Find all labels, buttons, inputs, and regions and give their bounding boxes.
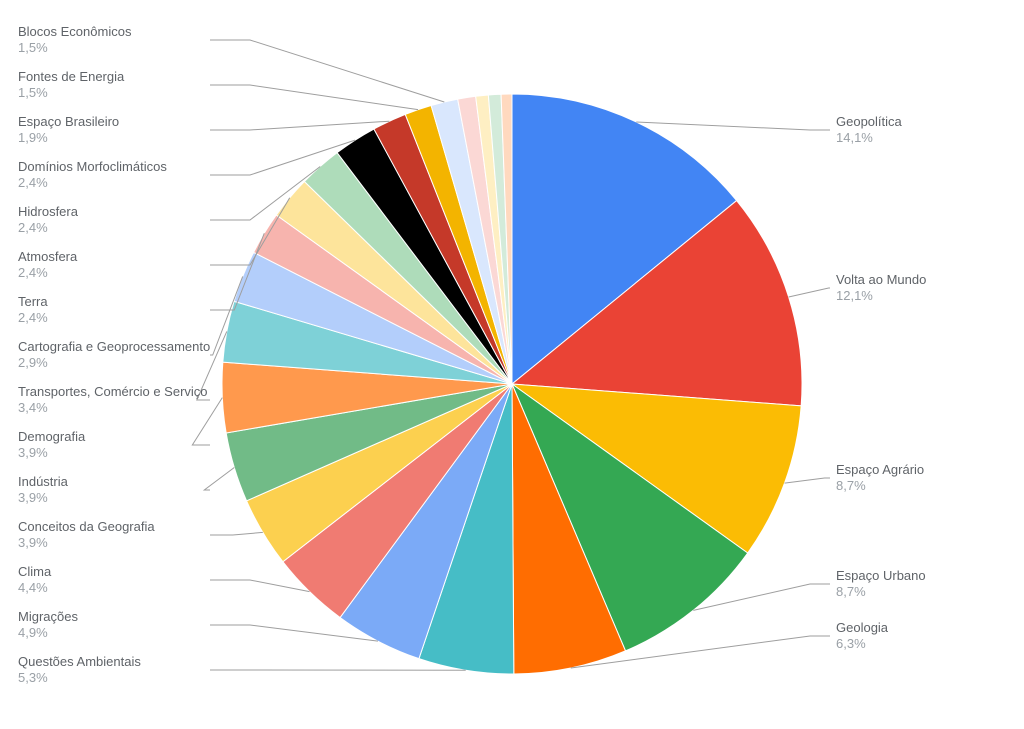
pie-chart: Geopolítica14,1% Volta ao Mundo12,1% Espaç… <box>0 0 1024 729</box>
label-pct: 3,4% <box>18 400 48 415</box>
chart-label: Terra2,4% <box>18 294 48 325</box>
leader-line <box>210 121 389 130</box>
label-name: Cartografia e Geoprocessamento <box>18 339 210 354</box>
chart-label: Volta ao Mundo12,1% <box>836 272 926 303</box>
leader-line <box>192 398 222 445</box>
label-pct: 12,1% <box>836 288 873 303</box>
chart-label: Transportes, Comércio e Serviço3,4% <box>18 384 208 415</box>
label-pct: 3,9% <box>18 535 48 550</box>
chart-label: Conceitos da Geografia3,9% <box>18 519 155 550</box>
label-pct: 14,1% <box>836 130 873 145</box>
leader-line <box>210 532 263 535</box>
chart-label: Cartografia e Geoprocessamento2,9% <box>18 339 210 370</box>
chart-label: Espaço Brasileiro1,9% <box>18 114 119 145</box>
label-pct: 5,3% <box>18 670 48 685</box>
chart-label: Espaço Urbano8,7% <box>836 568 926 599</box>
label-pct: 3,9% <box>18 445 48 460</box>
chart-label: Atmosfera2,4% <box>18 249 78 280</box>
leader-line <box>789 288 830 297</box>
label-name: Volta ao Mundo <box>836 272 926 287</box>
label-pct: 4,4% <box>18 580 48 595</box>
leader-line <box>210 40 444 102</box>
chart-label: Clima4,4% <box>18 564 52 595</box>
label-name: Fontes de Energia <box>18 69 125 84</box>
label-name: Demografia <box>18 429 86 444</box>
label-name: Conceitos da Geografia <box>18 519 155 534</box>
chart-label: Geopolítica14,1% <box>836 114 903 145</box>
label-name: Migrações <box>18 609 78 624</box>
chart-label: Fontes de Energia1,5% <box>18 69 125 100</box>
label-name: Blocos Econômicos <box>18 24 132 39</box>
label-name: Atmosfera <box>18 249 78 264</box>
label-pct: 2,4% <box>18 310 48 325</box>
label-pct: 1,5% <box>18 85 48 100</box>
label-name: Clima <box>18 564 52 579</box>
label-pct: 4,9% <box>18 625 48 640</box>
chart-label: Migrações4,9% <box>18 609 78 640</box>
label-name: Transportes, Comércio e Serviço <box>18 384 208 399</box>
label-pct: 1,5% <box>18 40 48 55</box>
leader-line <box>636 122 830 130</box>
label-pct: 2,4% <box>18 265 48 280</box>
chart-label: Espaço Agrário8,7% <box>836 462 924 493</box>
leader-line <box>785 478 830 483</box>
chart-label: Indústria3,9% <box>18 474 69 505</box>
label-pct: 3,9% <box>18 490 48 505</box>
label-name: Espaço Agrário <box>836 462 924 477</box>
label-pct: 8,7% <box>836 478 866 493</box>
label-name: Domínios Morfoclimáticos <box>18 159 167 174</box>
label-pct: 2,9% <box>18 355 48 370</box>
label-pct: 2,4% <box>18 175 48 190</box>
chart-label: Blocos Econômicos1,5% <box>18 24 132 55</box>
label-pct: 6,3% <box>836 636 866 651</box>
chart-label: Domínios Morfoclimáticos2,4% <box>18 159 167 190</box>
leader-line <box>204 468 234 490</box>
chart-label: Geologia6,3% <box>836 620 889 651</box>
label-name: Hidrosfera <box>18 204 79 219</box>
leader-line <box>210 580 310 592</box>
label-name: Indústria <box>18 474 69 489</box>
label-name: Questões Ambientais <box>18 654 141 669</box>
label-name: Geopolítica <box>836 114 903 129</box>
chart-label: Hidrosfera2,4% <box>18 204 79 235</box>
label-pct: 1,9% <box>18 130 48 145</box>
label-pct: 8,7% <box>836 584 866 599</box>
label-name: Espaço Brasileiro <box>18 114 119 129</box>
label-name: Terra <box>18 294 48 309</box>
label-name: Espaço Urbano <box>836 568 926 583</box>
chart-label: Demografia3,9% <box>18 429 86 460</box>
label-name: Geologia <box>836 620 889 635</box>
label-pct: 2,4% <box>18 220 48 235</box>
leader-line <box>210 625 378 641</box>
leader-line <box>210 85 418 110</box>
chart-label: Questões Ambientais5,3% <box>18 654 141 685</box>
